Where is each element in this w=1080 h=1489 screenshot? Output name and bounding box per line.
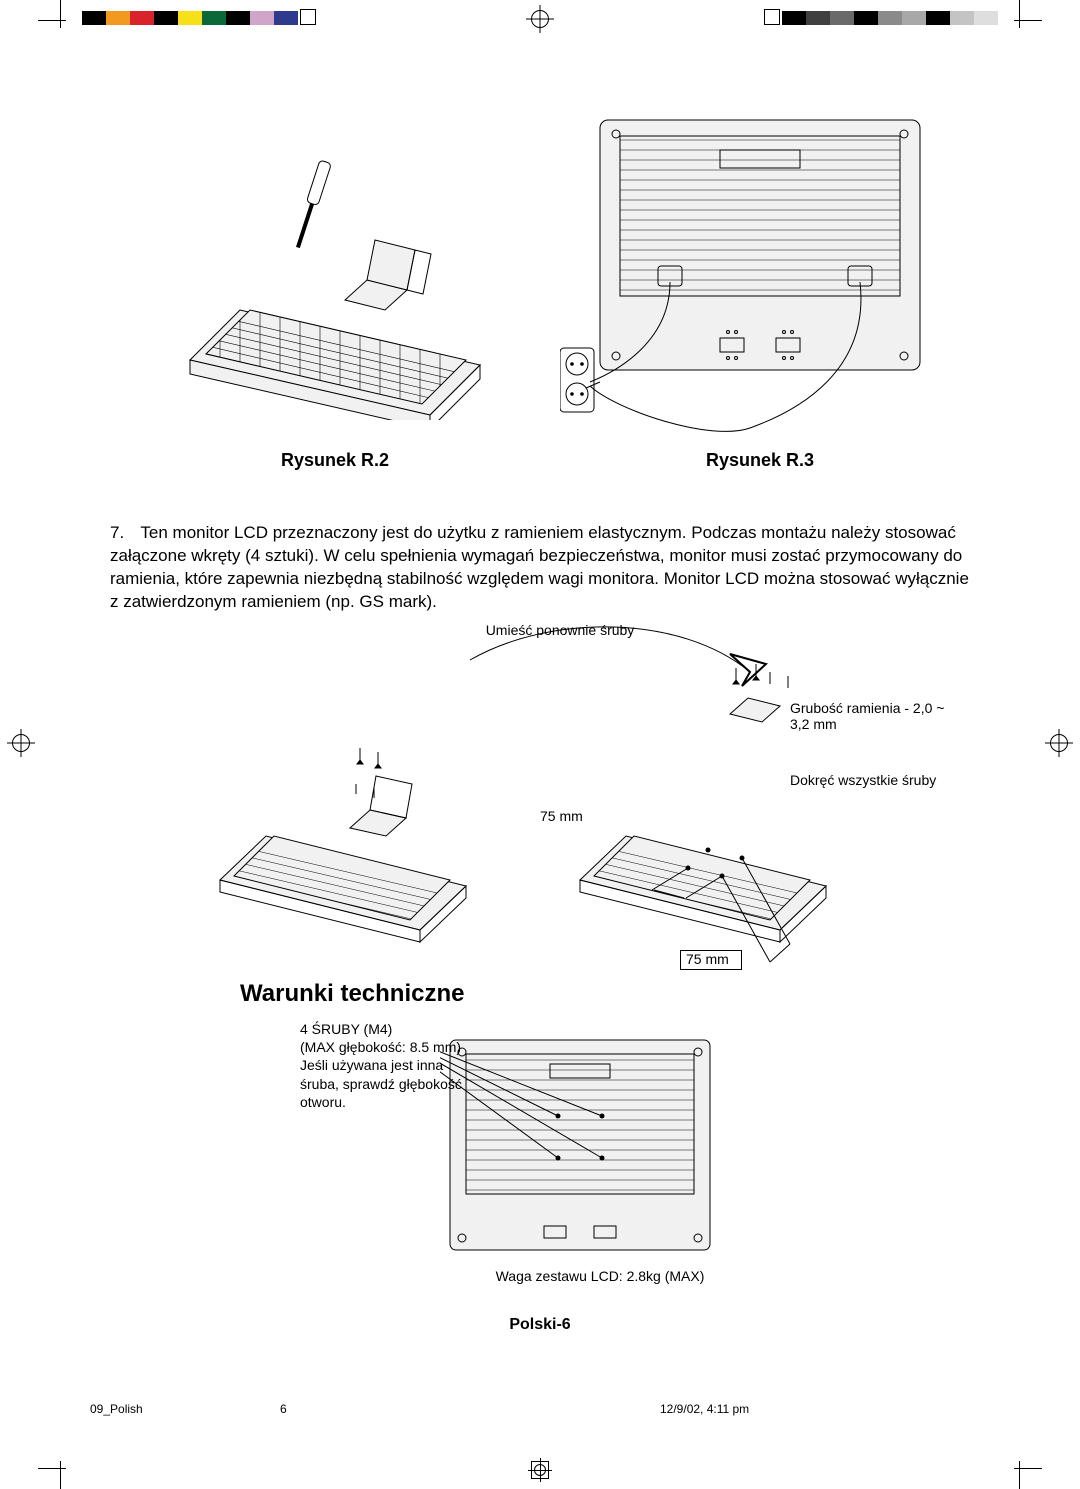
trim-box-icon: [764, 9, 780, 25]
color-swatch: [926, 11, 950, 25]
color-swatch: [274, 11, 298, 25]
tech-screws-line1: 4 ŚRUBY (M4): [300, 1020, 470, 1038]
dimension-75mm: 75 mm: [540, 808, 600, 824]
anno-arm-thickness: Grubość ramienia - 2,0 ~ 3,2 mm: [790, 700, 960, 732]
crop-mark: [60, 1461, 61, 1489]
color-swatch: [154, 11, 178, 25]
footer-sheet-number: 6: [280, 1402, 287, 1416]
figure-r3: [560, 110, 960, 440]
crop-mark: [38, 20, 66, 21]
color-swatch: [974, 11, 998, 25]
color-swatch: [902, 11, 926, 25]
color-swatch: [106, 11, 130, 25]
color-swatch: [250, 11, 274, 25]
registration-mark-icon: [1050, 734, 1068, 752]
crop-mark: [38, 1468, 66, 1469]
color-bar: [82, 11, 298, 25]
crop-mark: [1019, 1461, 1020, 1489]
color-swatch: [878, 11, 902, 25]
trim-box-icon: [300, 9, 316, 25]
color-swatch: [806, 11, 830, 25]
color-swatch: [202, 11, 226, 25]
anno-reinsert-screws: Umieść ponownie śruby: [460, 622, 660, 638]
figure-r2: [170, 160, 500, 420]
tech-screws-body: Jeśli używana jest inna śruba, sprawdź g…: [300, 1056, 470, 1111]
tech-screws-note: 4 ŚRUBY (M4) (MAX głębokość: 8.5 mm) Jeś…: [300, 1020, 470, 1111]
color-swatch: [130, 11, 154, 25]
footer-timestamp: 12/9/02, 4:11 pm: [660, 1402, 749, 1416]
step-number: 7.: [110, 522, 136, 545]
dimension-75mm: 75 mm: [686, 951, 746, 967]
color-swatch: [82, 11, 106, 25]
registration-mark-icon: [531, 1461, 549, 1479]
tech-spec-figure: [440, 1030, 720, 1260]
color-swatch: [950, 11, 974, 25]
color-swatch: [178, 11, 202, 25]
crop-mark: [60, 0, 61, 28]
tech-screws-line2: (MAX głębokość: 8.5 mm): [300, 1038, 470, 1056]
figure-r2-caption: Rysunek R.2: [170, 450, 500, 471]
mounting-diagram: [210, 620, 950, 980]
color-swatch: [830, 11, 854, 25]
divider: [50, 1446, 1030, 1447]
color-swatch: [782, 11, 806, 25]
color-swatch: [854, 11, 878, 25]
registration-mark-icon: [531, 10, 549, 28]
anno-tighten-screws: Dokręć wszystkie śruby: [790, 772, 980, 788]
color-swatch: [226, 11, 250, 25]
step-7-text: 7. Ten monitor LCD przeznaczony jest do …: [110, 522, 980, 614]
page: Rysunek R.2: [0, 0, 1080, 1489]
tech-weight: Waga zestawu LCD: 2.8kg (MAX): [470, 1268, 730, 1284]
step-body: Ten monitor LCD przeznaczony jest do uży…: [110, 523, 969, 611]
figure-r3-caption: Rysunek R.3: [560, 450, 960, 471]
crop-mark: [1019, 0, 1020, 28]
color-bar: [782, 11, 998, 25]
footer-left: 09_Polish: [90, 1402, 143, 1416]
tech-heading: Warunki techniczne: [240, 980, 464, 1008]
page-number: Polski-6: [0, 1316, 1080, 1334]
registration-mark-icon: [12, 734, 30, 752]
